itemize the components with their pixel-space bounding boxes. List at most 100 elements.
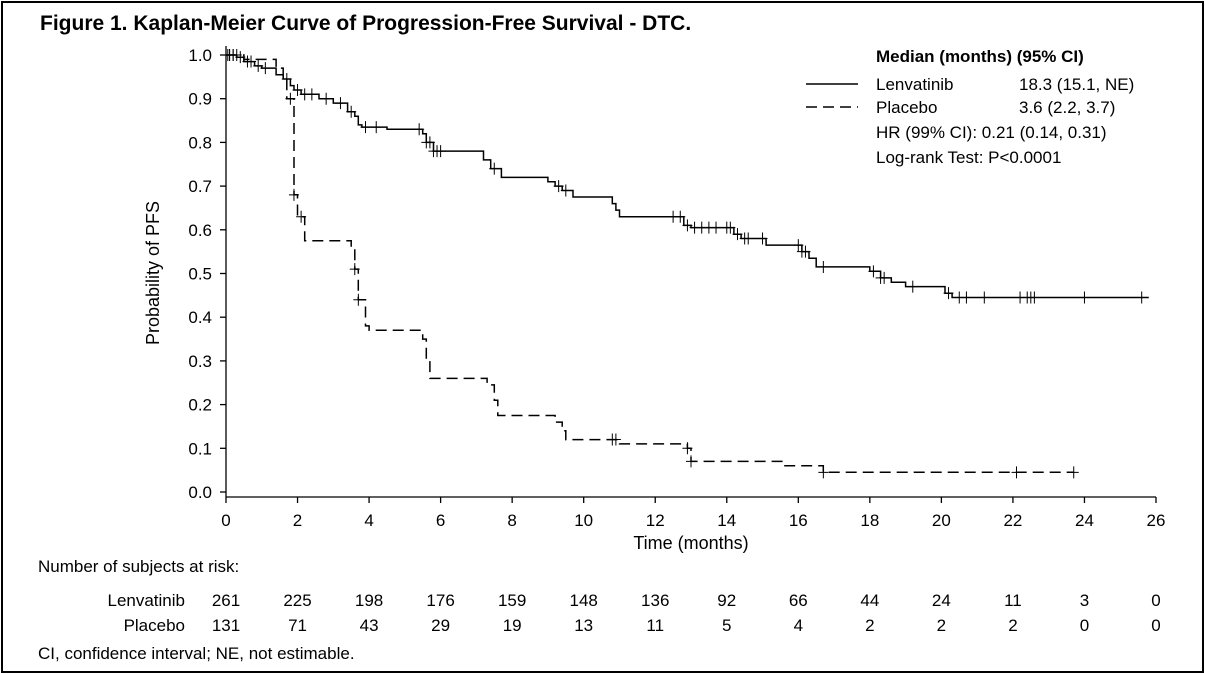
- censor-mark-placebo: [285, 92, 296, 105]
- risk-cell: 2: [1008, 616, 1017, 635]
- censor-mark-lenvatinib: [292, 83, 303, 96]
- censor-mark-placebo: [349, 263, 360, 276]
- censor-mark-lenvatinib: [868, 265, 879, 278]
- censor-mark-lenvatinib: [743, 232, 754, 245]
- risk-cell: 159: [498, 591, 526, 610]
- censor-mark-lenvatinib: [818, 260, 829, 273]
- legend-logrank: Log-rank Test: P<0.0001: [876, 148, 1061, 167]
- censor-mark-lenvatinib: [414, 123, 425, 136]
- censor-mark-placebo: [231, 49, 242, 61]
- risk-cell: 225: [283, 591, 311, 610]
- y-tick-label: 0.3: [188, 352, 212, 371]
- km-curve-placebo: [226, 54, 1074, 474]
- censor-mark-placebo: [1068, 466, 1079, 479]
- y-tick-label: 0.7: [188, 177, 212, 196]
- censor-mark-lenvatinib: [335, 97, 346, 110]
- x-tick-label: 16: [789, 511, 808, 530]
- risk-cell: 136: [641, 591, 669, 610]
- censor-mark-lenvatinib: [1136, 291, 1147, 304]
- legend: Median (months) (95% CI) Lenvatinib 18.3…: [806, 47, 1134, 167]
- risk-cell: 11: [646, 616, 664, 635]
- censor-mark-lenvatinib: [907, 280, 918, 293]
- risk-cell: 4: [794, 616, 803, 635]
- y-tick-label: 0.4: [188, 308, 212, 327]
- risk-cell: 43: [360, 616, 379, 635]
- risk-cell: 0: [1151, 616, 1160, 635]
- risk-table-heading: Number of subjects at risk:: [38, 557, 239, 576]
- y-tick-label: 1.0: [188, 46, 212, 65]
- y-tick-label: 0.2: [188, 396, 212, 415]
- legend-value-lenvatinib: 18.3 (15.1, NE): [1019, 75, 1134, 94]
- x-tick-label: 2: [293, 511, 302, 530]
- censor-mark-lenvatinib: [424, 136, 435, 149]
- censor-mark-lenvatinib: [711, 221, 722, 234]
- censor-mark-lenvatinib: [360, 121, 371, 134]
- km-curve-lenvatinib: [226, 54, 1149, 299]
- x-ticks: 0 2 4 6 8 10 12 14 16 18 20 22 24 26: [221, 497, 1165, 530]
- censor-mark-lenvatinib: [682, 219, 693, 232]
- legend-label-lenvatinib: Lenvatinib: [876, 75, 954, 94]
- censor-mark-lenvatinib: [489, 162, 500, 175]
- risk-cell: 44: [860, 591, 879, 610]
- risk-cell: 0: [1080, 616, 1089, 635]
- risk-cell: 5: [722, 616, 731, 635]
- censor-mark-lenvatinib: [560, 184, 571, 197]
- censor-mark-placebo: [288, 188, 299, 201]
- censor-mark-lenvatinib: [371, 121, 382, 134]
- risk-cell: 2: [865, 616, 874, 635]
- risk-cell: 176: [426, 591, 454, 610]
- censor-mark-placebo: [682, 442, 693, 455]
- risk-cell: 29: [431, 616, 450, 635]
- risk-cell: 71: [288, 616, 307, 635]
- censor-mark-lenvatinib: [725, 221, 736, 234]
- censor-mark-lenvatinib: [260, 62, 271, 75]
- legend-header: Median (months) (95% CI): [876, 47, 1084, 66]
- risk-cell: 148: [570, 591, 598, 610]
- x-tick-label: 12: [646, 511, 665, 530]
- x-tick-label: 10: [574, 511, 593, 530]
- x-tick-label: 22: [1003, 511, 1022, 530]
- censor-mark-lenvatinib: [879, 271, 890, 284]
- censor-mark-lenvatinib: [553, 180, 564, 193]
- x-tick-label: 14: [717, 511, 736, 530]
- censor-mark-lenvatinib: [979, 291, 990, 304]
- censor-mark-lenvatinib: [253, 59, 264, 72]
- censor-mark-lenvatinib: [1079, 291, 1090, 304]
- footnote: CI, confidence interval; NE, not estimab…: [38, 644, 355, 663]
- risk-cell: 11: [1004, 591, 1022, 610]
- risk-row-label: Placebo: [124, 616, 185, 635]
- censor-mark-lenvatinib: [793, 239, 804, 252]
- censor-mark-lenvatinib: [757, 232, 768, 245]
- y-tick-label: 0.8: [188, 133, 212, 152]
- risk-cell: 2: [937, 616, 946, 635]
- risk-cell: 24: [932, 591, 951, 610]
- censor-mark-placebo: [818, 466, 829, 479]
- legend-hr: HR (99% CI): 0.21 (0.14, 0.31): [876, 123, 1107, 142]
- series-group: [222, 49, 1149, 479]
- x-tick-label: 18: [860, 511, 879, 530]
- legend-value-placebo: 3.6 (2.2, 3.7): [1019, 98, 1115, 117]
- y-axis-label: Probability of PFS: [143, 201, 163, 345]
- risk-cell: 92: [717, 591, 736, 610]
- censor-mark-lenvatinib: [943, 287, 954, 300]
- censor-mark-lenvatinib: [246, 55, 257, 68]
- risk-cell: 0: [1151, 591, 1160, 610]
- y-ticks: 0.0 0.1 0.2 0.3 0.4 0.5 0.6 0.7 0.8 0.9 1.0: [188, 46, 226, 502]
- censor-mark-lenvatinib: [435, 145, 446, 158]
- risk-cell: 198: [355, 591, 383, 610]
- x-tick-label: 20: [932, 511, 951, 530]
- censor-mark-lenvatinib: [732, 228, 743, 241]
- x-tick-label: 8: [507, 511, 516, 530]
- censor-mark-lenvatinib: [306, 88, 317, 101]
- censor-mark-placebo: [610, 433, 621, 446]
- y-tick-label: 0.5: [188, 265, 212, 284]
- x-tick-label: 24: [1075, 511, 1094, 530]
- risk-cell: 19: [503, 616, 522, 635]
- x-tick-label: 6: [436, 511, 445, 530]
- risk-cell: 13: [574, 616, 593, 635]
- risk-cell: 131: [212, 616, 240, 635]
- censor-mark-lenvatinib: [1029, 291, 1040, 304]
- x-tick-label: 4: [364, 511, 373, 530]
